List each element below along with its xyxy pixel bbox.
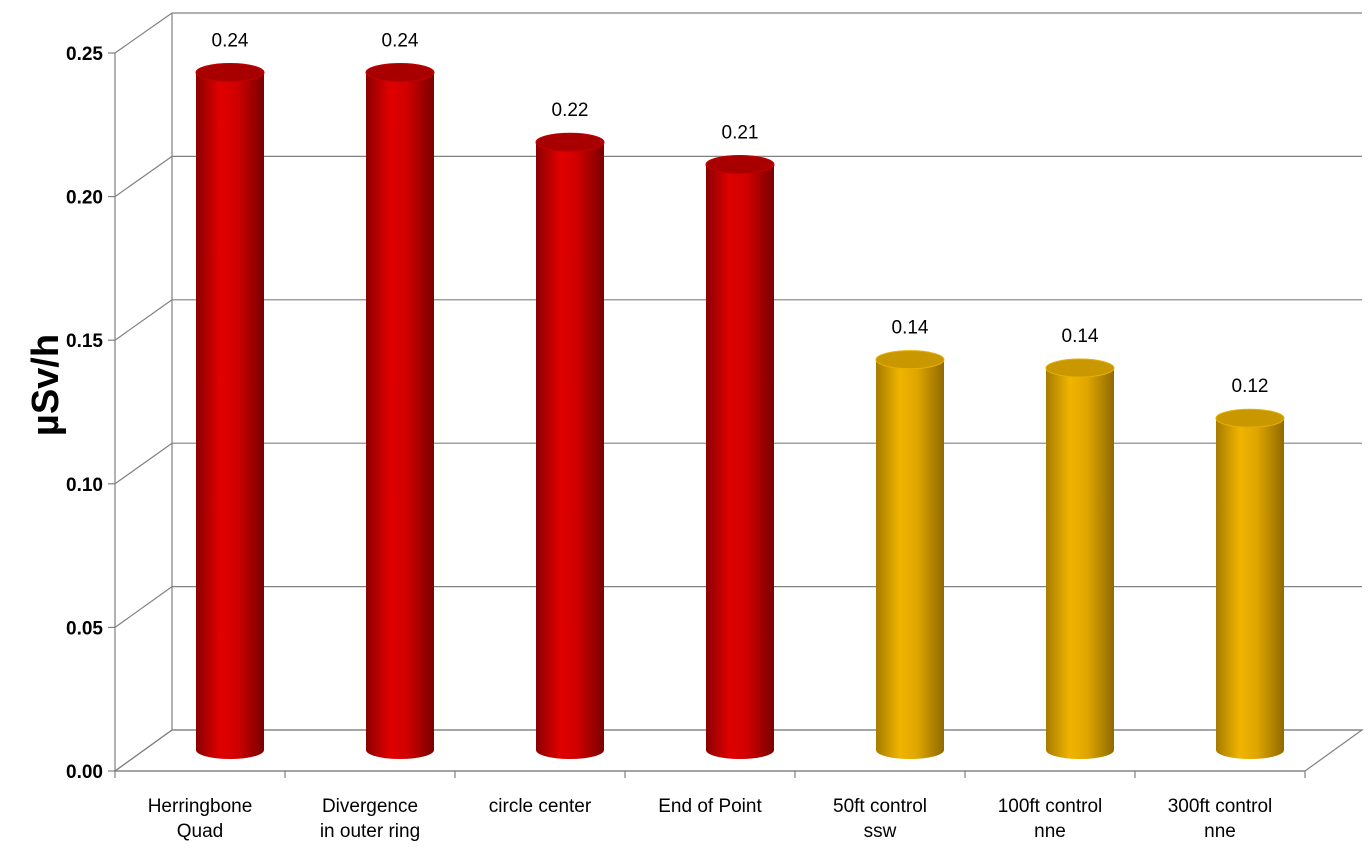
x-tick-label: nne [1034, 821, 1066, 842]
x-tick-label: nne [1204, 821, 1236, 842]
bar [875, 350, 945, 759]
x-tick-label: Quad [177, 821, 223, 842]
data-label: 0.21 [722, 123, 759, 144]
x-tick-label: Divergence [322, 796, 418, 817]
x-tick-label: Herringbone [148, 796, 253, 817]
gridline-connector [114, 729, 173, 772]
chart-bars [195, 63, 1285, 760]
bar-body [706, 164, 774, 759]
bar [705, 155, 775, 759]
bar [535, 132, 605, 759]
bar-body [876, 359, 944, 759]
bar-body [536, 142, 604, 759]
data-label: 0.22 [552, 100, 589, 121]
gridline-connector [114, 155, 173, 198]
chart-labels: 0.00 0.05 0.10 0.15 0.20 0.25 0.24 Herringbone Q… [66, 31, 1272, 842]
bar-top [195, 63, 265, 83]
bar-top [705, 155, 775, 175]
bar-top [365, 63, 435, 83]
data-label: 0.24 [212, 31, 249, 52]
bar-top [535, 132, 605, 152]
bar [365, 63, 435, 760]
gridline-connector [114, 586, 173, 628]
y-tick-label: 0.15 [66, 331, 103, 352]
gridline-connector [114, 299, 173, 341]
x-tick-label: End of Point [658, 796, 762, 817]
data-label: 0.14 [1062, 326, 1099, 347]
y-tick-label: 0.00 [66, 762, 103, 783]
x-tick-label: circle center [489, 796, 592, 817]
bar-body [196, 72, 264, 760]
bar [1215, 408, 1285, 759]
bar [195, 63, 265, 760]
bar [1045, 358, 1115, 759]
data-label: 0.24 [382, 31, 419, 52]
bar-top [1045, 358, 1115, 378]
y-tick-label: 0.20 [66, 188, 103, 209]
x-tick-label: in outer ring [320, 821, 420, 842]
y-tick-label: 0.05 [66, 618, 103, 639]
x-tick-label: ssw [864, 821, 897, 842]
data-label: 0.12 [1232, 376, 1269, 397]
gridline-connector [114, 12, 173, 54]
data-label: 0.14 [892, 318, 929, 339]
x-tick-label: 50ft control [833, 796, 927, 817]
y-tick-label: 0.10 [66, 475, 103, 496]
y-tick-label: 0.25 [66, 44, 103, 65]
bar-body [1216, 418, 1284, 759]
x-tick-label: 300ft control [1168, 796, 1273, 817]
x-tick-label: 100ft control [998, 796, 1103, 817]
gridline-connector [114, 442, 173, 485]
bar-body [366, 72, 434, 760]
y-axis-title: µSv/h [25, 334, 67, 436]
bar-top [1215, 408, 1285, 428]
bar-body [1046, 368, 1114, 759]
bar-top [875, 350, 945, 370]
